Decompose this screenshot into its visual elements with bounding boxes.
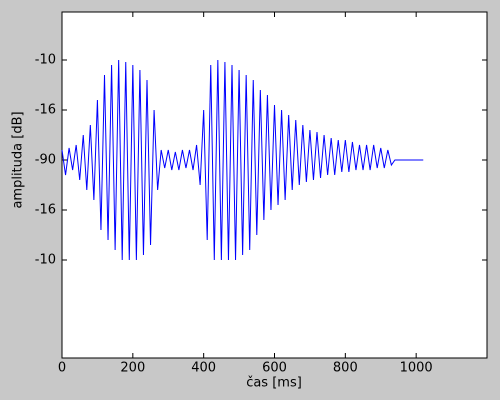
x-tick-label: 200 [120,361,145,376]
y-tick-label: -90 [35,153,56,168]
y-tick-label: -10 [35,253,56,268]
x-tick-label: 1000 [400,361,433,376]
x-tick-label: 800 [333,361,358,376]
x-tick-label: 0 [58,361,66,376]
y-axis-label: amplituda [dB] [11,111,26,208]
y-tick-label: -10 [35,53,56,68]
y-tick-label: -16 [35,103,56,118]
x-tick-label: 600 [262,361,287,376]
y-tick-label: -16 [35,203,56,218]
x-tick-label: 400 [191,361,216,376]
waveform [61,59,424,261]
x-axis-label: čas [ms] [246,376,302,391]
